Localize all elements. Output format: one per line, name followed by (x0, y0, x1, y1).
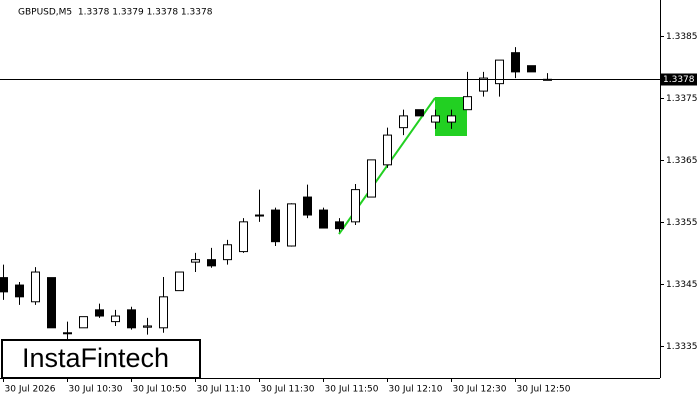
y-tick-label: 1.3345 (666, 280, 698, 290)
candle-body (383, 134, 392, 166)
candle-body (95, 309, 104, 317)
last-price-label: 1.3378 (663, 75, 695, 85)
x-tick-label: 30 Jul 12:10 (389, 385, 443, 395)
y-tick-label: 1.3355 (666, 218, 698, 228)
candle-body (15, 284, 24, 298)
y-tick-label: 1.3385 (666, 32, 698, 42)
x-tick-label: 30 Jul 11:10 (197, 385, 251, 395)
x-tick-label: 30 Jul 11:50 (325, 385, 379, 395)
candle-body (223, 244, 232, 261)
candle-body (159, 296, 168, 329)
candle-body (79, 316, 88, 329)
x-tick-label: 30 Jul 11:30 (261, 385, 315, 395)
candle-body (287, 203, 296, 247)
logo-box (1, 339, 201, 379)
candle-body (415, 109, 424, 117)
x-tick-label: 30 Jul 10:30 (69, 385, 123, 395)
candle-body (271, 209, 280, 243)
candle-body (175, 271, 184, 292)
candle-body (31, 271, 40, 303)
candle-body (255, 214, 264, 217)
candle-body (0, 277, 8, 293)
candle-body (143, 325, 152, 328)
candle-body (495, 59, 504, 85)
candle-body (47, 277, 56, 329)
candle-body (319, 209, 328, 229)
candle-body (527, 65, 536, 73)
candle-body (367, 159, 376, 198)
candle-body (431, 115, 440, 123)
candles (0, 47, 552, 340)
candle-body (303, 196, 312, 216)
candle-body (463, 96, 472, 111)
candle-body (335, 221, 344, 230)
y-tick-label: 1.3335 (666, 342, 698, 352)
candle-body (351, 189, 360, 223)
x-tick-label: 30 Jul 10:50 (133, 385, 187, 395)
last-price-box (661, 73, 697, 86)
candle-body (207, 259, 216, 267)
candle-body (63, 332, 72, 335)
candle-body (511, 52, 520, 73)
y-tick-label: 1.3375 (666, 94, 698, 104)
candle-body (479, 77, 488, 92)
candle-body (399, 115, 408, 129)
x-tick-label: 30 Jul 2026 (5, 385, 56, 395)
candle-body (239, 221, 248, 253)
candle-body (447, 115, 456, 123)
candle-body (191, 259, 200, 263)
logo: InstaFintech (22, 343, 169, 373)
x-tick-label: 30 Jul 12:30 (453, 385, 507, 395)
chart-title: GBPUSD,M5 1.3378 1.3379 1.3378 1.3378 (18, 8, 213, 18)
y-tick-label: 1.3365 (666, 156, 698, 166)
x-tick-label: 30 Jul 12:50 (517, 385, 571, 395)
candle-body (111, 315, 120, 323)
candle-body (127, 309, 136, 329)
